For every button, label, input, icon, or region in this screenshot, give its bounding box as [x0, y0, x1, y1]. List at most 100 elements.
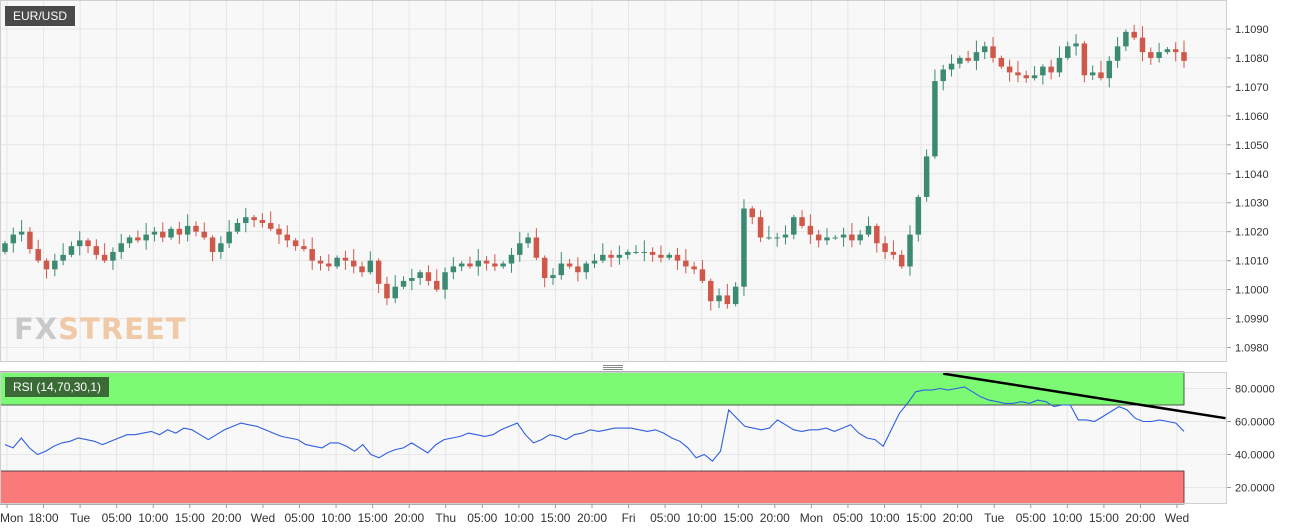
y-tick-label: 1.1010: [1235, 256, 1269, 268]
candle: [591, 253, 598, 269]
y-tick-label: 1.1070: [1235, 82, 1269, 94]
x-tick-label: 10:00: [321, 511, 351, 525]
candle-body: [857, 234, 863, 241]
candle: [874, 223, 880, 253]
candle-body: [558, 263, 565, 276]
candle: [209, 235, 216, 262]
candle-body: [1106, 60, 1113, 79]
candle: [608, 250, 614, 268]
candle: [234, 218, 241, 234]
logo-part-fx: FX: [14, 312, 59, 346]
candle-body: [76, 240, 83, 247]
candle-body: [143, 234, 149, 241]
candle: [1065, 41, 1071, 61]
candle: [782, 225, 789, 245]
x-tick-label: 15:00: [175, 511, 205, 525]
candle: [749, 206, 755, 225]
candle-body: [608, 254, 614, 258]
candle-body: [467, 263, 473, 267]
candle-body: [707, 280, 714, 302]
candle-body: [616, 254, 623, 258]
candle: [840, 227, 847, 247]
candle-body: [541, 257, 548, 279]
candle-body: [998, 57, 1005, 67]
candle-body: [1048, 66, 1054, 73]
candle: [475, 249, 482, 276]
candle-body: [666, 254, 672, 258]
pane-resize-handle[interactable]: [603, 364, 623, 371]
candle: [417, 269, 423, 285]
x-tick-label: 18:00: [29, 511, 59, 525]
candle: [865, 216, 872, 237]
candle-body: [898, 254, 905, 267]
candle-body: [359, 266, 365, 273]
indicator-label: RSI (14,70,30,1): [5, 377, 110, 397]
candle-body: [60, 254, 66, 261]
candle: [1114, 37, 1121, 68]
candle: [483, 256, 490, 271]
x-tick-label: Mon: [800, 511, 823, 525]
candle-body: [658, 254, 664, 258]
candle-body: [118, 243, 124, 252]
candle-body: [1156, 52, 1162, 58]
candle: [60, 243, 66, 266]
candle: [533, 228, 540, 261]
chart-frame: [0, 0, 1227, 504]
candle: [517, 231, 523, 262]
candle-body: [749, 208, 755, 218]
candle: [400, 276, 407, 290]
candle: [126, 235, 133, 248]
candle-body: [176, 228, 183, 235]
candle: [774, 232, 780, 247]
candle: [458, 261, 465, 272]
candle-body: [508, 254, 515, 264]
candle: [1131, 24, 1137, 40]
candle: [301, 239, 307, 252]
candle-body: [741, 208, 747, 287]
rsi-y-tick-label: 60.0000: [1235, 417, 1275, 429]
y-tick-label: 1.1080: [1235, 53, 1269, 65]
candle: [525, 232, 531, 248]
candle: [973, 40, 980, 71]
candle: [1015, 60, 1021, 83]
x-tick-label: 05:00: [650, 511, 680, 525]
candle: [1164, 46, 1171, 55]
candle-body: [1006, 66, 1013, 73]
candle-body: [301, 246, 307, 250]
candle: [1056, 46, 1063, 78]
candle: [384, 276, 390, 306]
candle: [326, 254, 332, 272]
candle-body: [475, 260, 482, 267]
x-tick-label: 05:00: [102, 511, 132, 525]
x-tick-label: 20:00: [1125, 511, 1155, 525]
candle: [259, 213, 266, 228]
candle-body: [135, 237, 141, 241]
candle: [699, 260, 706, 284]
candle-body: [483, 260, 490, 264]
candle-body: [1098, 72, 1104, 79]
candle: [616, 245, 623, 265]
y-tick-label: 1.1090: [1235, 24, 1269, 36]
y-tick-label: 1.1000: [1235, 285, 1269, 297]
candle: [998, 55, 1005, 69]
candle: [1106, 56, 1113, 88]
candle-body: [10, 234, 17, 244]
candle-body: [492, 263, 498, 267]
candle: [101, 243, 108, 263]
candle-body: [151, 231, 158, 235]
candle: [284, 225, 291, 248]
candle-body: [965, 57, 971, 61]
candle-body: [533, 237, 540, 258]
x-tick-label: Thu: [435, 511, 456, 525]
candle-body: [957, 57, 963, 64]
candle-body: [201, 231, 208, 238]
candle: [467, 256, 473, 269]
candle: [350, 249, 357, 274]
candle: [334, 255, 340, 269]
candle: [118, 233, 124, 259]
candle-body: [1031, 75, 1038, 79]
candle: [849, 222, 855, 248]
candle-body: [641, 251, 648, 253]
candle-body: [832, 237, 839, 239]
candle-body: [326, 263, 332, 267]
